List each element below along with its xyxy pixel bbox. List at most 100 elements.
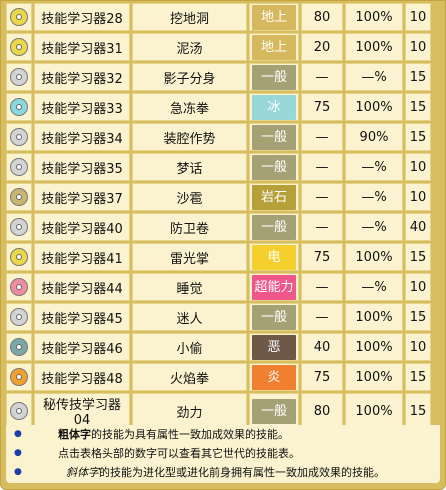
item-name[interactable]: 技能学习器48	[34, 363, 130, 391]
bullet-icon: ●	[14, 448, 22, 458]
table-row: 技能学习器41 雷光掌电 75 100% 15	[6, 243, 431, 271]
tm-move-table: 技能学习器28 挖地洞 地上 80 100% 10 技能学习器31 泥汤 地上 20 100% 10 技…	[4, 1, 433, 431]
type-badge[interactable]: 一般	[252, 154, 296, 180]
tm-disc-cell	[6, 303, 32, 331]
type-badge[interactable]: 地上	[252, 4, 296, 30]
note-italic-term: 斜体字	[66, 466, 99, 479]
tm-disc-icon	[10, 128, 28, 146]
move-name[interactable]: 挖地洞	[132, 3, 247, 31]
type-badge[interactable]: 一般	[252, 64, 296, 90]
type-cell: 岩石	[249, 183, 299, 211]
accuracy-value: 100%	[345, 363, 403, 391]
type-badge[interactable]: 一般	[252, 304, 296, 330]
accuracy-value: 100%	[345, 393, 403, 429]
item-name[interactable]: 秘传技学习器04	[34, 393, 130, 429]
pp-value: 10	[405, 333, 431, 361]
move-name[interactable]: 火焰拳	[132, 363, 247, 391]
type-cell: 炎	[249, 363, 299, 391]
type-badge[interactable]: 岩石	[252, 184, 296, 210]
move-name[interactable]: 泥汤	[132, 33, 247, 61]
accuracy-value: 90%	[345, 123, 403, 151]
type-badge[interactable]: 地上	[252, 34, 296, 60]
accuracy-value: —%	[345, 153, 403, 181]
accuracy-value: 100%	[345, 243, 403, 271]
type-badge[interactable]: 一般	[252, 398, 296, 424]
power-value: 80	[301, 3, 343, 31]
type-cell: 一般	[249, 213, 299, 241]
type-badge[interactable]: 冰	[252, 94, 296, 120]
tm-disc-icon	[10, 308, 28, 326]
move-name[interactable]: 梦话	[132, 153, 247, 181]
move-name[interactable]: 雷光掌	[132, 243, 247, 271]
item-name[interactable]: 技能学习器37	[34, 183, 130, 211]
item-name[interactable]: 技能学习器32	[34, 63, 130, 91]
accuracy-value: 100%	[345, 333, 403, 361]
note-stab: ● 粗体字的技能为具有属性一致加成效果的技能。	[6, 425, 440, 444]
type-cell: 电	[249, 243, 299, 271]
tm-disc-cell	[6, 213, 32, 241]
note-generations-text: 点击表格头部的数字可以查看其它世代的技能表。	[58, 447, 300, 460]
power-value: —	[301, 183, 343, 211]
accuracy-value: —%	[345, 213, 403, 241]
accuracy-value: 100%	[345, 33, 403, 61]
accuracy-value: —%	[345, 183, 403, 211]
item-name[interactable]: 技能学习器40	[34, 213, 130, 241]
type-badge[interactable]: 炎	[252, 364, 296, 390]
move-name[interactable]: 沙雹	[132, 183, 247, 211]
item-name[interactable]: 技能学习器33	[34, 93, 130, 121]
pp-value: 10	[405, 183, 431, 211]
item-name[interactable]: 技能学习器44	[34, 273, 130, 301]
move-name[interactable]: 影子分身	[132, 63, 247, 91]
type-badge[interactable]: 一般	[252, 124, 296, 150]
item-name[interactable]: 技能学习器35	[34, 153, 130, 181]
type-badge[interactable]: 超能力	[252, 274, 296, 300]
accuracy-value: —%	[345, 63, 403, 91]
move-name[interactable]: 急冻拳	[132, 93, 247, 121]
item-name[interactable]: 技能学习器46	[34, 333, 130, 361]
type-badge[interactable]: 恶	[252, 334, 296, 360]
power-value: —	[301, 153, 343, 181]
move-name[interactable]: 装腔作势	[132, 123, 247, 151]
accuracy-value: 100%	[345, 303, 403, 331]
pp-value: 10	[405, 33, 431, 61]
bullet-icon: ●	[14, 429, 22, 439]
move-name[interactable]: 睡觉	[132, 273, 247, 301]
table-row: 技能学习器37 沙雹 岩石 — —% 10	[6, 183, 431, 211]
move-name[interactable]: 小偷	[132, 333, 247, 361]
power-value: 75	[301, 363, 343, 391]
type-cell: 一般	[249, 303, 299, 331]
type-cell: 地上	[249, 33, 299, 61]
type-badge[interactable]: 电	[252, 244, 296, 270]
move-name[interactable]: 迷人	[132, 303, 247, 331]
table-row: 技能学习器40 防卫卷 一般 — —% 40	[6, 213, 431, 241]
pp-value: 15	[405, 393, 431, 429]
pp-value: 10	[405, 273, 431, 301]
item-name[interactable]: 技能学习器45	[34, 303, 130, 331]
tm-disc-cell	[6, 273, 32, 301]
item-name[interactable]: 技能学习器31	[34, 33, 130, 61]
note-evolution-text: 的技能为进化型或进化前身拥有属性一致加成效果的技能。	[99, 466, 385, 479]
accuracy-value: —%	[345, 273, 403, 301]
table-row: 技能学习器33 急冻拳冰 75 100% 15	[6, 93, 431, 121]
pp-value: 15	[405, 363, 431, 391]
bullet-icon: ●	[14, 467, 22, 477]
move-name[interactable]: 防卫卷	[132, 213, 247, 241]
type-cell: 一般	[249, 63, 299, 91]
item-name[interactable]: 技能学习器41	[34, 243, 130, 271]
pp-value: 40	[405, 213, 431, 241]
tm-disc-icon	[10, 368, 28, 386]
tm-disc-icon	[10, 338, 28, 356]
note-stab-text: 的技能为具有属性一致加成效果的技能。	[91, 428, 289, 441]
table-row: 技能学习器48 火焰拳炎 75 100% 15	[6, 363, 431, 391]
tm-disc-cell	[6, 333, 32, 361]
item-name[interactable]: 技能学习器34	[34, 123, 130, 151]
move-name[interactable]: 劲力	[132, 393, 247, 429]
item-name[interactable]: 技能学习器28	[34, 3, 130, 31]
type-badge[interactable]: 一般	[252, 214, 296, 240]
tm-disc-icon	[10, 68, 28, 86]
tm-disc-icon	[10, 402, 28, 420]
note-bold-term: 粗体字	[58, 428, 91, 441]
power-value: 75	[301, 243, 343, 271]
type-cell: 冰	[249, 93, 299, 121]
power-value: —	[301, 213, 343, 241]
